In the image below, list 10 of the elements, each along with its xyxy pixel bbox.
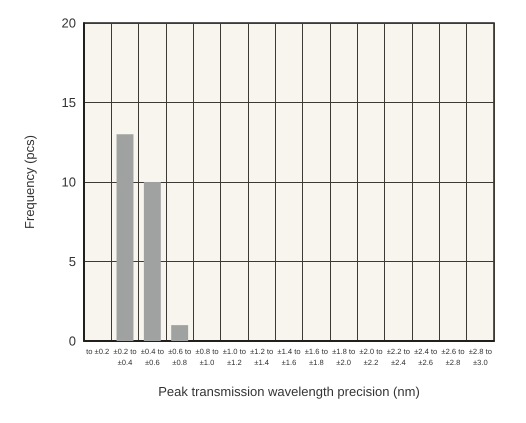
- x-axis-title: Peak transmission wavelength precision (nm): [158, 384, 420, 399]
- y-axis-title: Frequency (pcs): [22, 135, 37, 229]
- y-tick-label: 0: [68, 334, 76, 348]
- bar: [116, 134, 134, 341]
- bar: [144, 182, 161, 341]
- y-tick-label: 20: [62, 16, 76, 30]
- y-tick-label: 15: [62, 95, 76, 110]
- y-tick-label: 10: [62, 174, 76, 190]
- y-tick-label: 5: [68, 254, 76, 269]
- bar: [171, 325, 188, 341]
